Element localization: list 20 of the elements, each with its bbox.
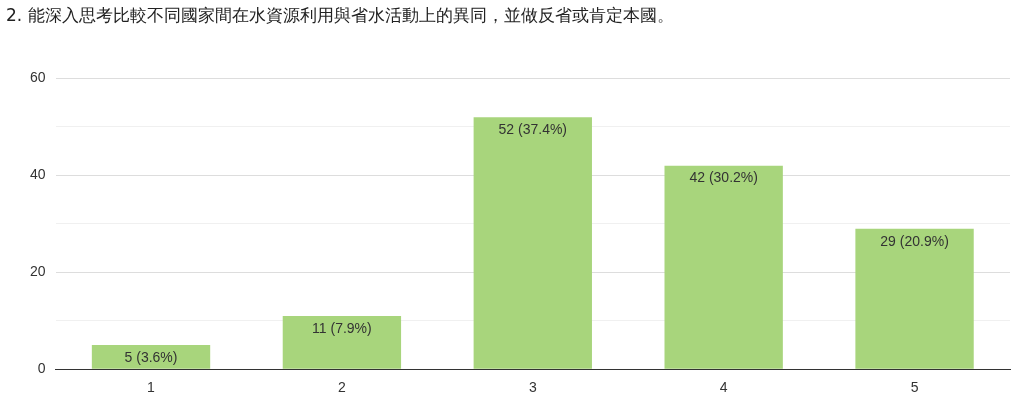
bar bbox=[473, 117, 592, 369]
data-label: 29 (20.9%) bbox=[880, 232, 949, 249]
bar bbox=[282, 315, 402, 369]
data-label: 11 (7.9%) bbox=[312, 319, 372, 336]
y-tick-label: 20 bbox=[29, 263, 46, 280]
x-tick-label: 3 bbox=[528, 379, 537, 396]
y-tick-label: 40 bbox=[29, 166, 46, 183]
data-label: 5 (3.6%) bbox=[124, 348, 178, 365]
bar bbox=[855, 228, 974, 369]
x-tick-label: 5 bbox=[910, 379, 919, 396]
chart-title: 2. 能深入思考比較不同國家間在水資源利用與省水活動上的異同，並做反省或肯定本國。 bbox=[6, 4, 674, 27]
data-label: 42 (30.2%) bbox=[689, 169, 758, 186]
bar bbox=[664, 165, 783, 369]
data-label: 52 (37.4%) bbox=[498, 121, 568, 138]
x-tick-label: 1 bbox=[147, 379, 156, 396]
y-tick-label: 60 bbox=[29, 69, 46, 86]
bar bbox=[91, 344, 211, 369]
y-tick-label: 0 bbox=[37, 360, 46, 377]
x-tick-label: 2 bbox=[338, 379, 346, 396]
x-tick-label: 4 bbox=[719, 379, 728, 396]
